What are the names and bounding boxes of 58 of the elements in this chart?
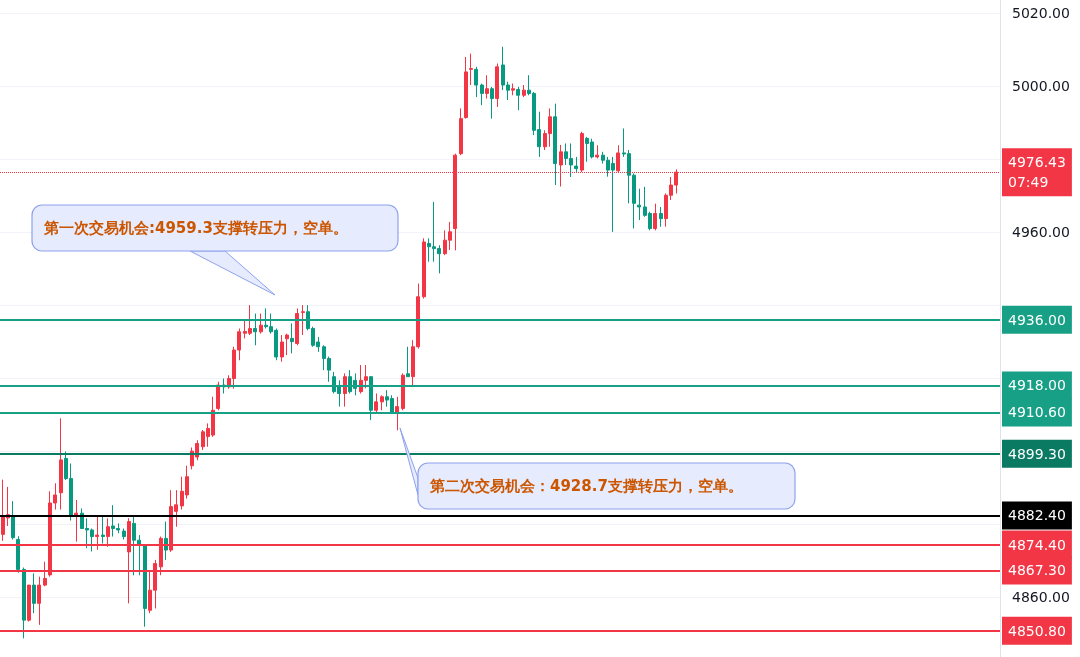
candlestick <box>369 376 373 421</box>
candlestick <box>595 144 599 159</box>
ref-line-label: 4899.30 <box>1008 445 1066 462</box>
candlestick <box>511 83 515 96</box>
y-tick-label: 5000.00 <box>1012 78 1070 95</box>
annotation: 第一次交易机会:4959.3支撑转压力，空单。 <box>44 218 348 238</box>
candlestick <box>216 381 220 411</box>
candlestick <box>295 307 299 346</box>
candlestick <box>474 66 478 98</box>
candlestick <box>301 304 305 336</box>
annotation: 第二次交易机会：4928.7支撑转压力，空单。 <box>430 476 743 496</box>
candlestick <box>469 53 473 86</box>
candlestick <box>380 394 384 411</box>
candlestick <box>22 567 26 639</box>
ref-line-label: 4936.00 <box>1008 311 1066 328</box>
ref-line-label: 4976.43 07:49 <box>1008 154 1066 191</box>
candlestick <box>485 74 489 100</box>
candlestick <box>101 514 105 544</box>
candlestick <box>27 584 31 623</box>
ref-line-label: 4882.40 <box>1008 507 1066 524</box>
candlestick <box>459 107 463 156</box>
candlestick <box>490 86 494 120</box>
candlestick <box>343 372 347 408</box>
y-tick-label: 5020.00 <box>1012 5 1070 22</box>
candlestick <box>253 313 257 346</box>
ref-line-label: 4910.60 <box>1008 404 1066 421</box>
candlestick <box>637 188 641 221</box>
candlestick <box>464 56 468 120</box>
candlestick <box>37 576 41 626</box>
candlestick <box>290 322 294 354</box>
candlestick <box>522 84 526 98</box>
candlestick <box>16 535 20 574</box>
candlestick <box>74 499 78 543</box>
candlestick <box>406 346 410 378</box>
ref-line-label: 4918.00 <box>1008 377 1066 394</box>
candlestick <box>259 313 263 335</box>
candlestick <box>553 103 557 186</box>
y-tick-label: 4960.00 <box>1012 224 1070 241</box>
y-tick-label: 4860.00 <box>1012 589 1070 606</box>
candlestick <box>285 333 289 356</box>
candlestick <box>653 203 657 231</box>
candlestick <box>401 372 405 411</box>
candlestick <box>143 544 147 628</box>
candlestick <box>32 572 36 614</box>
candlestick <box>422 237 426 300</box>
candlestick <box>480 83 484 106</box>
candlestick <box>495 63 499 108</box>
candlestick <box>59 417 63 511</box>
candlestick <box>122 528 126 540</box>
ref-line-label: 4874.40 <box>1008 536 1066 553</box>
candlestick <box>280 334 284 363</box>
candlestick <box>659 206 663 228</box>
candlestick <box>164 521 168 561</box>
candlestick <box>516 86 520 111</box>
ref-line-label: 4867.30 <box>1008 562 1066 579</box>
candlestick <box>374 392 378 415</box>
candlestick <box>11 500 15 540</box>
ref-line-label: 4850.80 <box>1008 622 1066 639</box>
